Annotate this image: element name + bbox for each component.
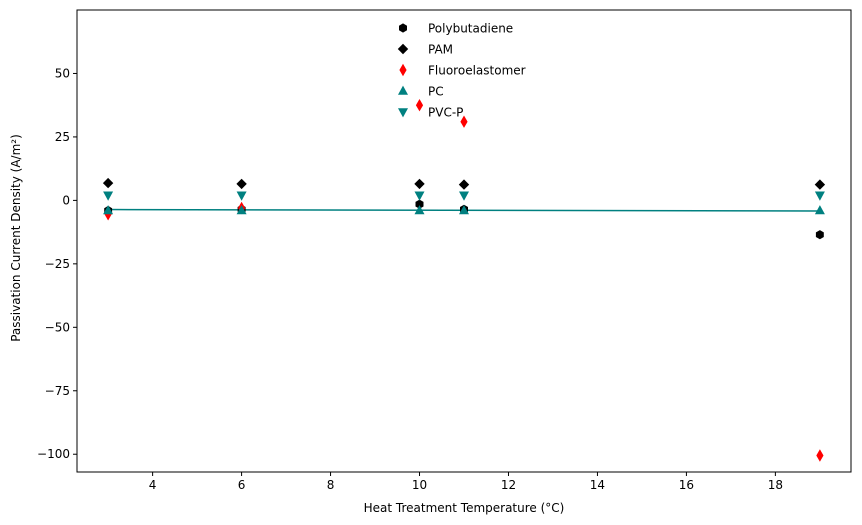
legend-label: Polybutadiene <box>428 22 513 36</box>
data-point-polybutadiene <box>815 230 824 240</box>
data-point-pc <box>814 205 825 215</box>
legend-marker <box>398 108 408 118</box>
data-point-pvc-p <box>459 191 469 201</box>
data-point-pc <box>103 205 114 215</box>
legend: Polybutadiene PAM Fluoroelastomer PC PVC-P <box>397 22 526 120</box>
x-tick-label: 4 <box>149 478 157 492</box>
x-tick-label: 14 <box>590 478 605 492</box>
data-point-fluoroelastomer <box>415 99 424 112</box>
plot-area <box>102 99 826 462</box>
x-tick-label: 6 <box>238 478 246 492</box>
legend-marker <box>398 85 408 95</box>
legend-marker <box>399 63 407 77</box>
data-point-pc <box>459 205 469 215</box>
x-tick-label: 8 <box>327 478 335 492</box>
data-point-pvc-p <box>103 191 114 201</box>
legend-label: PC <box>428 85 444 99</box>
data-point-pam <box>814 179 826 190</box>
x-tick-label: 18 <box>768 478 783 492</box>
data-point-fluoroelastomer <box>816 449 824 462</box>
x-axis-label: Heat Treatment Temperature (°C) <box>364 501 565 515</box>
data-point-pam <box>414 178 425 190</box>
legend-label: PVC-P <box>428 106 463 120</box>
data-point-pvc-p <box>814 191 825 201</box>
data-point-pam <box>458 179 470 190</box>
x-tick-label: 16 <box>679 478 694 492</box>
x-tick-label: 12 <box>501 478 516 492</box>
legend-label: Fluoroelastomer <box>428 64 526 78</box>
data-point-pc <box>236 205 247 215</box>
y-axis-label: Passivation Current Density (A/m²) <box>9 134 23 342</box>
data-point-polybutadiene <box>415 199 424 209</box>
axes: 4 6 8 10 12 14 16 18 −100 −75 −50 −25 0 25 50 <box>37 9 852 492</box>
legend-marker <box>397 43 409 55</box>
plot-frame <box>76 9 852 473</box>
y-tick-label: −75 <box>45 384 70 398</box>
y-tick-label: −25 <box>45 257 70 271</box>
data-point-pvc-p <box>236 191 247 201</box>
legend-label: PAM <box>428 43 453 57</box>
y-tick-label: 0 <box>62 193 70 207</box>
data-point-pam <box>102 177 114 189</box>
data-point-pc <box>414 205 425 215</box>
y-tick-label: 50 <box>55 66 70 80</box>
y-tick-label: 25 <box>55 130 70 144</box>
x-tick-label: 10 <box>412 478 427 492</box>
y-tick-label: −50 <box>45 320 70 334</box>
y-tick-label: −100 <box>37 447 70 461</box>
data-point-pvc-p <box>414 191 425 201</box>
data-point-fluoroelastomer <box>460 115 468 128</box>
legend-marker <box>399 23 407 33</box>
data-point-pam <box>236 178 247 190</box>
